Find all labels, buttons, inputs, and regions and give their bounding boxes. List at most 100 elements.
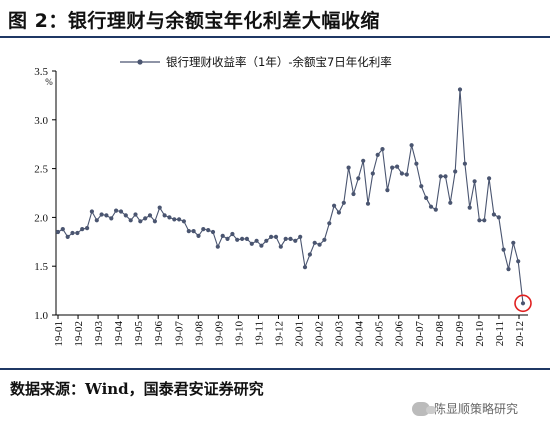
data-point [94,218,99,223]
y-tick-label: 2.0 [34,212,48,224]
data-point [264,238,269,243]
data-point [356,176,361,181]
data-point [269,234,274,239]
data-point [424,195,429,200]
top-rule [0,36,550,38]
watermark: 陈显顺策略研究 [412,400,518,417]
data-point [152,219,157,224]
x-tick-label: 20-02 [314,321,326,347]
data-point [341,200,346,205]
data-point [414,161,419,166]
x-tick-label: 19-11 [253,321,265,346]
data-point [453,169,458,174]
data-point [109,216,114,221]
data-point [399,171,404,176]
wechat-icon [412,401,436,416]
data-point [80,227,85,232]
data-point [230,231,235,237]
data-point [385,188,390,193]
data-point [516,259,521,264]
data-point [206,228,211,233]
series-line [57,89,524,304]
x-tick-label: 19-09 [213,321,225,347]
data-point [336,210,341,215]
data-point [409,143,414,148]
data-point [332,203,337,208]
highlight-circle [514,294,532,313]
data-point [259,243,264,248]
data-point [511,240,516,245]
x-tick-label: 20-04 [354,321,366,347]
x-tick-label: 20-07 [414,321,426,347]
data-point [351,191,356,197]
data-point [85,226,90,231]
x-tick-label: 19-02 [73,321,85,347]
data-point [89,209,94,214]
data-point [428,204,434,209]
x-tick-label: 19-01 [53,321,65,347]
data-point [370,171,375,176]
x-tick-label: 19-10 [233,321,245,347]
data-point [65,234,70,239]
data-point [433,207,438,212]
data-point [60,227,65,232]
data-point [293,238,298,243]
legend-marker [137,59,143,65]
watermark-text: 陈显顺策略研究 [434,402,519,416]
data-point [288,236,293,241]
data-point [472,179,477,184]
x-tick-label: 20-01 [294,321,306,347]
data-point [448,200,453,205]
data-point [104,213,109,218]
data-point [307,252,312,257]
x-tick-label: 20-03 [334,321,346,347]
data-point [99,212,104,217]
source-note: 数据来源：Wind，国泰君安证券研究 [10,380,264,398]
x-tick-label: 19-05 [133,321,145,347]
data-point [70,230,75,236]
data-point [467,205,472,210]
data-point [390,165,395,170]
data-point [191,229,196,234]
data-point [55,229,61,235]
x-tick-label: 20-11 [494,321,506,346]
data-point [177,217,182,222]
data-point [491,212,496,217]
data-point [143,216,148,221]
data-point [147,213,153,218]
x-tick-label: 19-12 [273,321,285,347]
x-tick-label: 20-06 [394,321,406,347]
x-tick-label: 20-08 [434,321,446,347]
data-point [186,229,191,234]
data-point [215,244,220,249]
line-chart: 1.0 1.5 2.0 2.5 3.0 3.5% 19-01 19-02 19-03 19-04 1… [34,55,532,347]
data-point [157,205,162,210]
data-point [506,267,511,272]
x-tick-label: 19-07 [173,321,185,347]
data-point [128,218,133,223]
data-point [196,233,201,238]
data-point [520,301,526,306]
data-point [419,184,424,189]
data-point [273,234,279,239]
data-point [501,247,506,252]
data-point [317,242,322,247]
data-point [133,212,138,217]
data-point [235,237,240,242]
x-tick-label: 20-10 [474,321,486,347]
y-tick-label: 1.0 [34,310,48,322]
data-point [404,172,409,177]
data-point [172,217,177,222]
data-point [346,165,351,170]
data-point [380,147,385,152]
figure-title: 图 2：银行理财与余额宝年化利差大幅收缩 [8,10,380,32]
data-point [482,218,487,223]
x-tick-label: 20-12 [514,321,526,347]
data-point [487,176,492,181]
x-tick-label: 19-06 [153,321,165,347]
data-point [210,229,216,235]
data-point [138,219,143,224]
data-point [298,234,303,239]
data-point [443,174,448,179]
data-point [361,158,366,163]
